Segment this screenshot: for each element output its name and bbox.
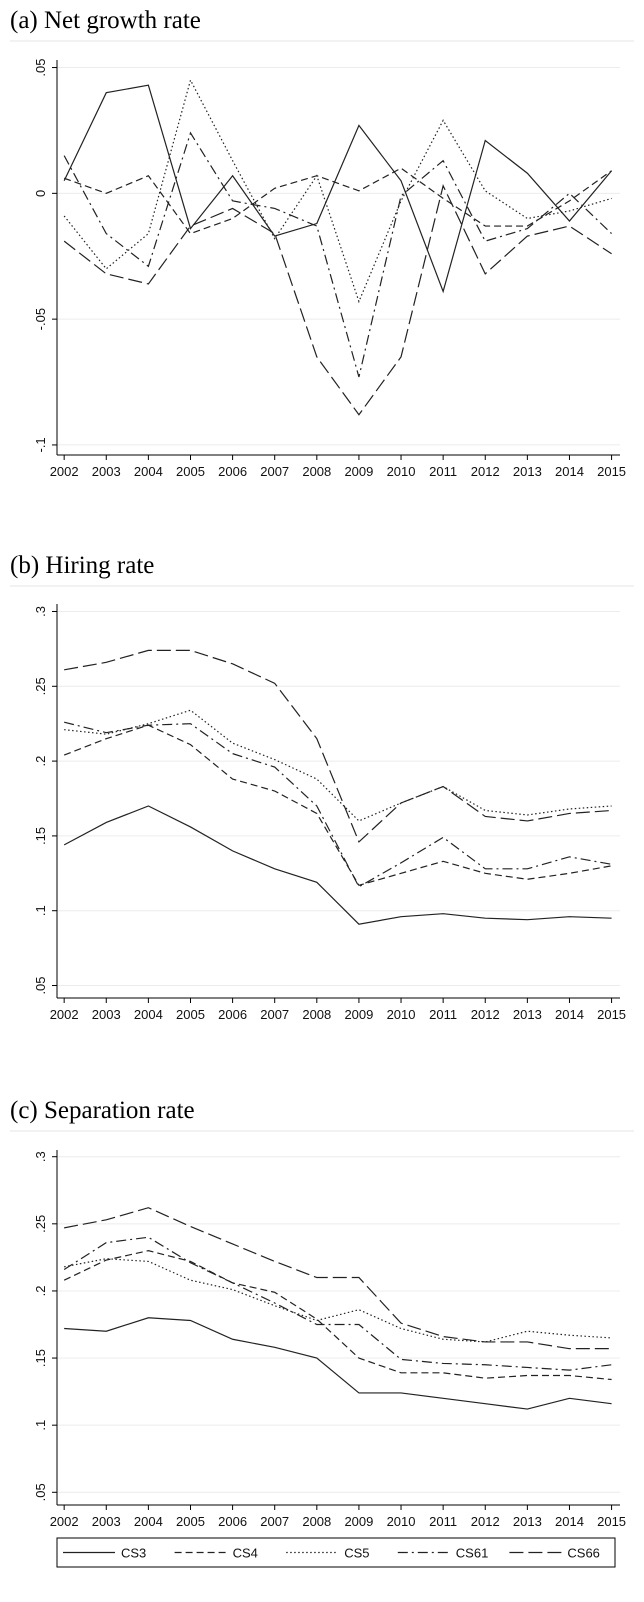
series-line bbox=[64, 649, 612, 843]
y-tick-label: -.05 bbox=[33, 308, 48, 330]
panel: (a) Net growth rate -.1 -.05 0 .05 2002 2003 20… bbox=[10, 7, 634, 479]
x-tick-label: 2012 bbox=[471, 1007, 500, 1022]
series-line bbox=[63, 167, 612, 235]
x-tick-label: 2003 bbox=[92, 464, 121, 479]
x-tick-label: 2006 bbox=[218, 464, 247, 479]
x-tick-label: 2005 bbox=[176, 464, 205, 479]
series-line bbox=[64, 721, 612, 888]
legend-label: CS5 bbox=[344, 1546, 369, 1561]
x-tick-label: 2004 bbox=[134, 464, 163, 479]
x-tick-label: 2011 bbox=[429, 464, 457, 479]
x-tick-label: 2012 bbox=[471, 1514, 500, 1529]
x-tick-label: 2003 bbox=[92, 1514, 121, 1529]
series-line bbox=[63, 724, 612, 886]
y-tick-label: .15 bbox=[33, 827, 48, 845]
x-tick-label: 2015 bbox=[597, 464, 626, 479]
x-tick-label: 2014 bbox=[555, 464, 584, 479]
series-line bbox=[63, 78, 612, 304]
x-tick-label: 2014 bbox=[555, 1007, 584, 1022]
x-tick-label: 2005 bbox=[176, 1007, 205, 1022]
y-tick-label: .05 bbox=[33, 1483, 48, 1501]
series-line bbox=[63, 805, 612, 925]
y-tick-label: .2 bbox=[33, 1286, 48, 1297]
x-tick-label: 2010 bbox=[387, 464, 416, 479]
y-tick-label: 0 bbox=[33, 190, 48, 197]
series-line bbox=[64, 709, 612, 822]
series-line bbox=[63, 1236, 612, 1371]
x-tick-label: 2009 bbox=[344, 1514, 373, 1529]
legend: CS3 CS4 CS5 CS61 CS66 bbox=[56, 1537, 616, 1568]
legend-label: CS4 bbox=[233, 1546, 258, 1561]
x-tick-label: 2002 bbox=[50, 464, 79, 479]
x-tick-label: 2013 bbox=[513, 464, 542, 479]
series-line bbox=[63, 131, 612, 378]
y-tick-label: .05 bbox=[33, 59, 48, 77]
panel: (b) Hiring rate .05 .1 .15 .2 .25 .3 2002 2003 20… bbox=[10, 552, 634, 1022]
x-tick-label: 2006 bbox=[218, 1514, 247, 1529]
x-tick-label: 2005 bbox=[176, 1514, 205, 1529]
y-tick-label: .3 bbox=[33, 606, 48, 617]
x-tick-label: 2015 bbox=[597, 1007, 626, 1022]
y-tick-label: .15 bbox=[33, 1349, 48, 1367]
x-tick-label: 2008 bbox=[302, 1007, 331, 1022]
series-line bbox=[64, 1258, 612, 1343]
legend-label: CS66 bbox=[567, 1546, 600, 1561]
legend-label: CS61 bbox=[456, 1546, 489, 1561]
legend-label: CS3 bbox=[121, 1546, 146, 1561]
series-line bbox=[64, 1317, 612, 1410]
x-tick-label: 2008 bbox=[302, 1514, 331, 1529]
x-tick-label: 2010 bbox=[387, 1007, 416, 1022]
x-tick-label: 2007 bbox=[260, 1007, 289, 1022]
series-line bbox=[64, 1207, 612, 1350]
y-tick-label: -.1 bbox=[33, 437, 48, 452]
series-line bbox=[63, 1250, 612, 1381]
x-tick-label: 2013 bbox=[513, 1007, 542, 1022]
panel-title: (b) Hiring rate bbox=[10, 552, 154, 579]
panel-title: (a) Net growth rate bbox=[10, 7, 201, 34]
y-tick-label: .25 bbox=[33, 1215, 48, 1233]
series-line bbox=[63, 184, 612, 416]
x-tick-label: 2010 bbox=[387, 1514, 416, 1529]
x-tick-label: 2004 bbox=[134, 1007, 163, 1022]
x-tick-label: 2003 bbox=[92, 1007, 121, 1022]
x-tick-label: 2015 bbox=[597, 1514, 626, 1529]
y-tick-label: .25 bbox=[33, 677, 48, 695]
x-tick-label: 2009 bbox=[344, 464, 373, 479]
series-line bbox=[63, 84, 613, 294]
x-tick-label: 2008 bbox=[302, 464, 331, 479]
y-tick-label: .1 bbox=[33, 1420, 48, 1431]
x-tick-label: 2012 bbox=[471, 464, 500, 479]
x-tick-label: 2013 bbox=[513, 1514, 542, 1529]
panel-title: (c) Separation rate bbox=[10, 1097, 195, 1124]
x-tick-label: 2014 bbox=[555, 1514, 584, 1529]
x-tick-label: 2002 bbox=[50, 1514, 79, 1529]
y-tick-label: .1 bbox=[33, 905, 48, 916]
x-tick-label: 2009 bbox=[344, 1007, 373, 1022]
y-tick-label: .3 bbox=[33, 1151, 48, 1162]
x-tick-label: 2007 bbox=[260, 464, 289, 479]
x-tick-label: 2007 bbox=[260, 1514, 289, 1529]
x-tick-label: 2004 bbox=[134, 1514, 163, 1529]
x-tick-label: 2011 bbox=[429, 1514, 457, 1529]
x-tick-label: 2011 bbox=[429, 1007, 457, 1022]
panel: (c) Separation rate .05 .1 .15 .2 .25 .3 2002 20… bbox=[10, 1097, 634, 1529]
x-tick-label: 2006 bbox=[218, 1007, 247, 1022]
y-tick-label: .05 bbox=[33, 976, 48, 994]
x-tick-label: 2002 bbox=[50, 1007, 79, 1022]
y-tick-label: .2 bbox=[33, 756, 48, 767]
